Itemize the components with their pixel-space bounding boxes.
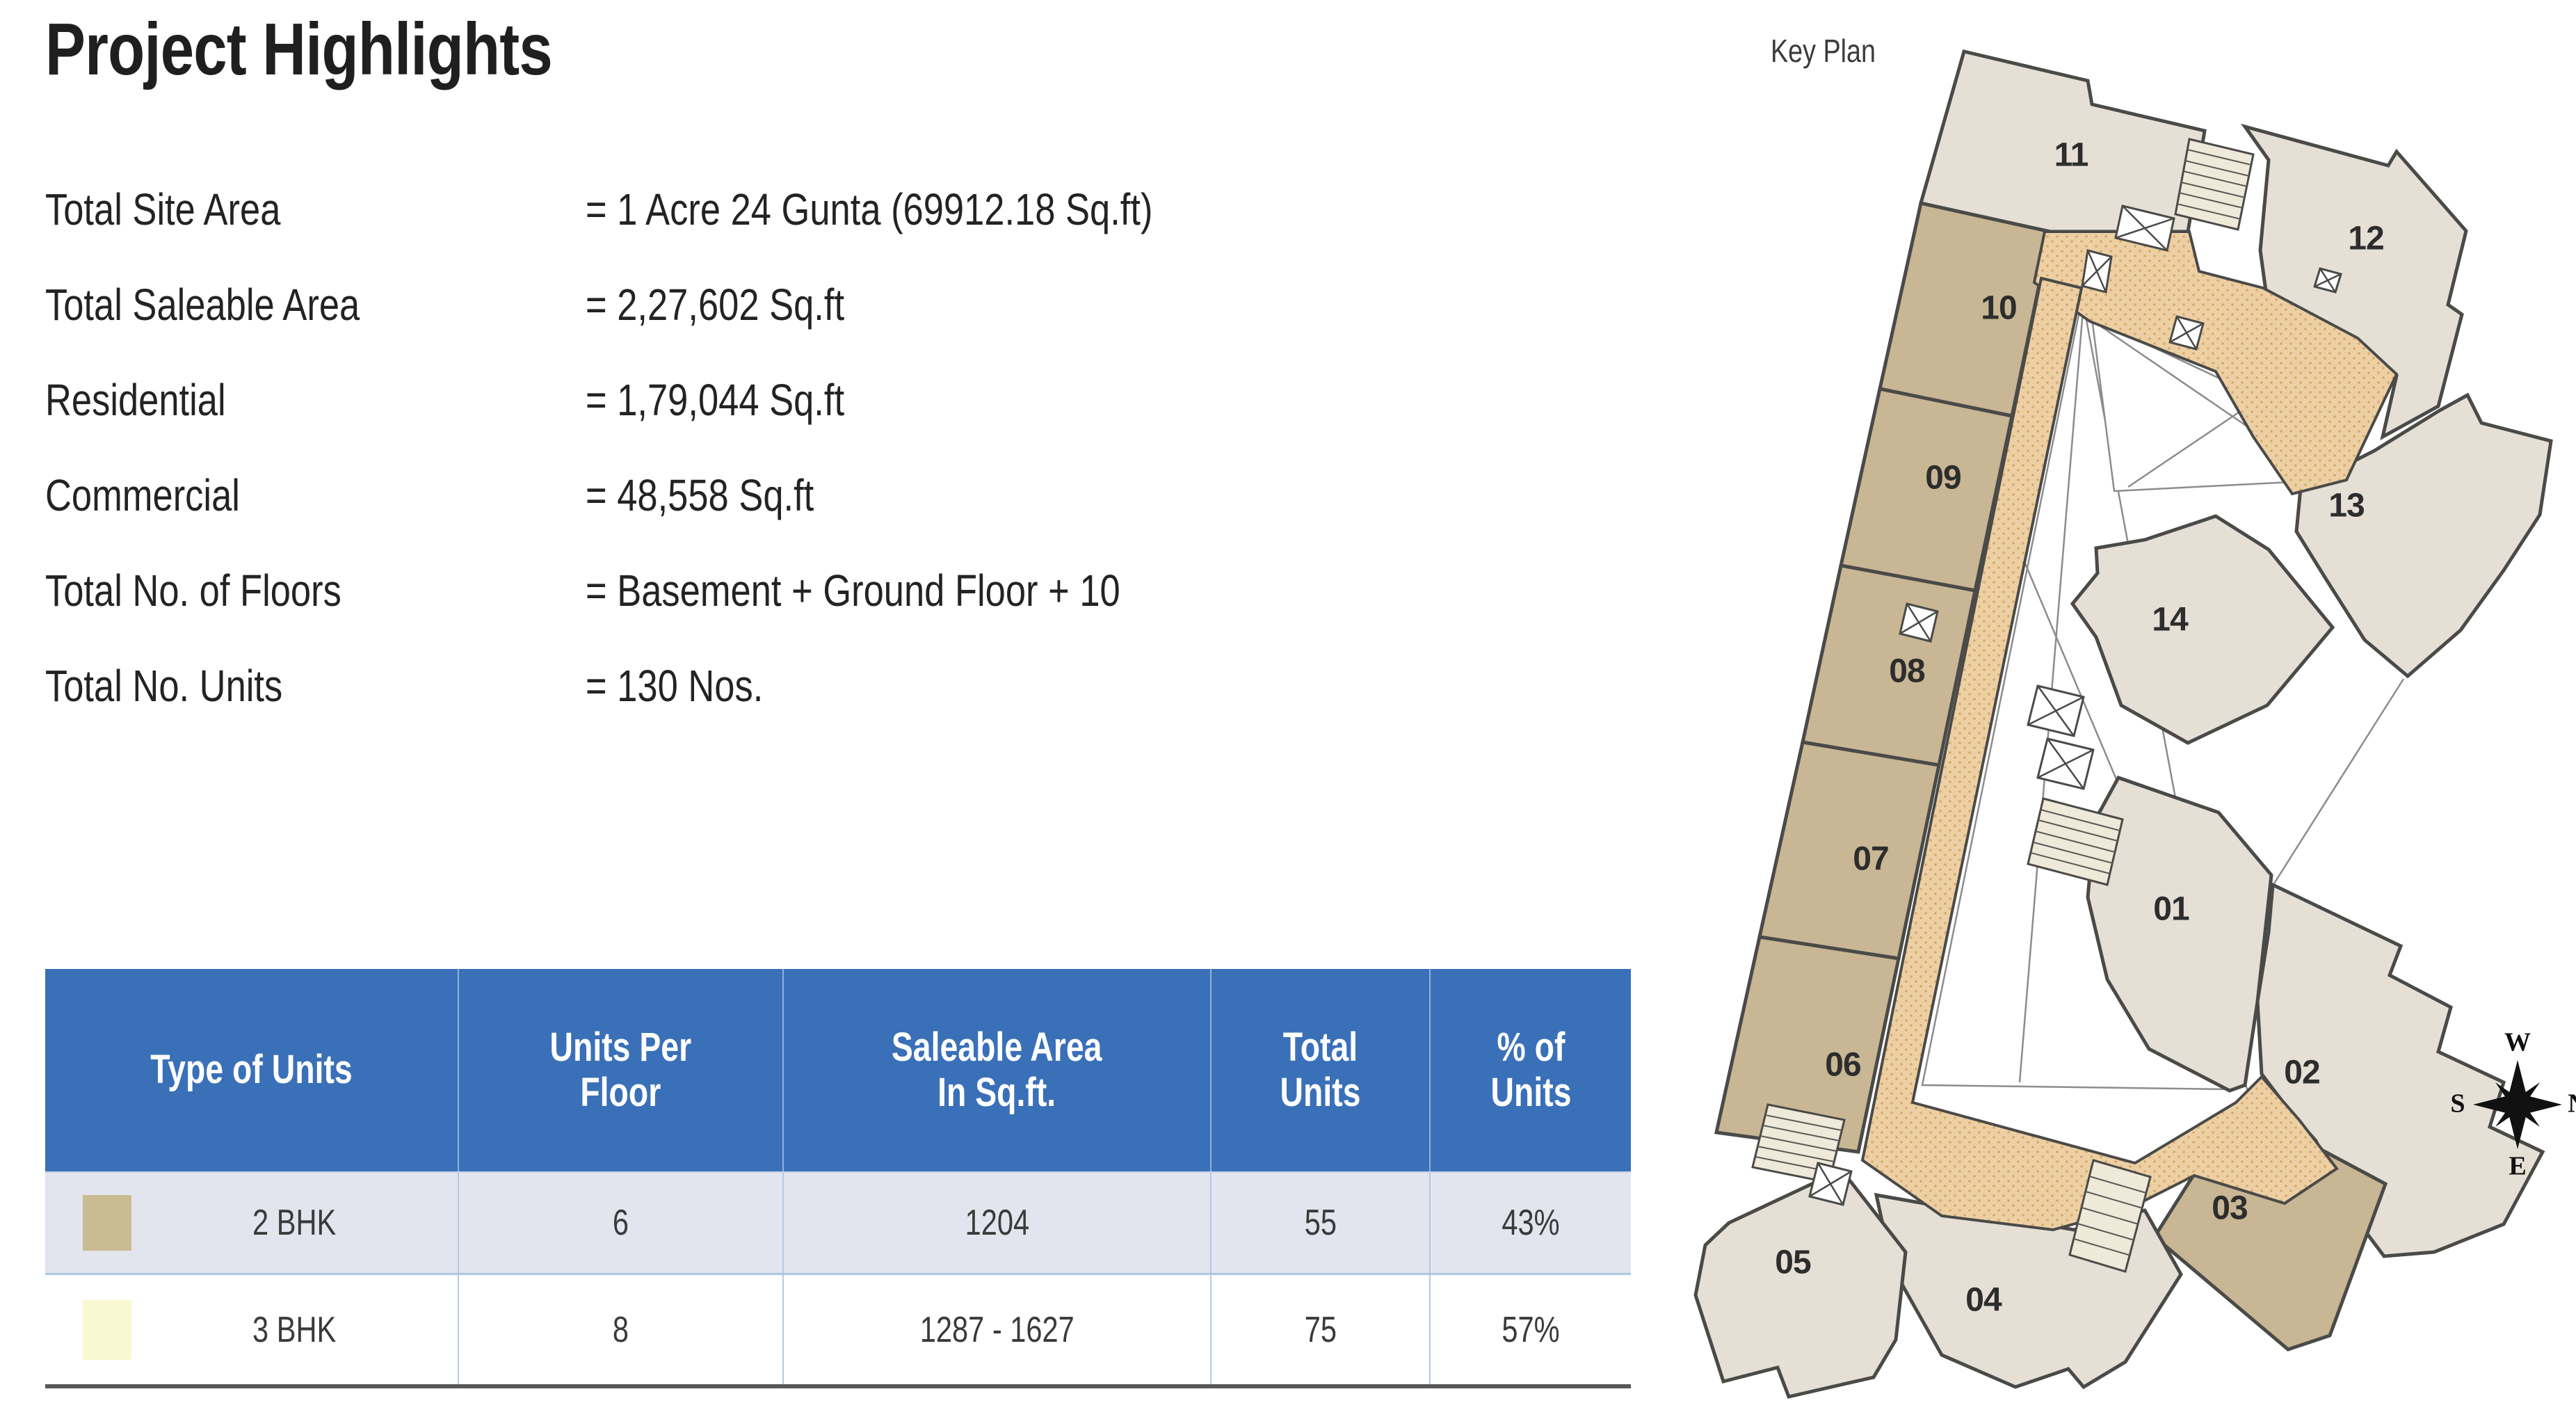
highlight-row-total-units: Total No. Units = 130 Nos. <box>45 638 1638 733</box>
unit-label-02: 02 <box>2284 1055 2319 1091</box>
units-table: Type of Units Units Per Floor Saleable A… <box>45 969 1631 1388</box>
cell-saleable-area: 1204 <box>782 1173 1210 1273</box>
compass-rose: W N E S <box>2450 1028 2576 1181</box>
unit-label-11: 11 <box>2054 137 2088 174</box>
cell-units-per-floor: 6 <box>458 1173 782 1273</box>
cell-percent-units: 57% <box>1429 1275 1631 1384</box>
cell-units-per-floor: 8 <box>458 1275 782 1384</box>
highlight-label: Commercial <box>45 470 240 520</box>
unit-label-13: 13 <box>2328 488 2364 524</box>
highlight-value: = 1,79,044 Sq.ft <box>586 374 845 425</box>
highlight-label: Total Saleable Area <box>45 279 360 330</box>
plan-unit-13 <box>2294 392 2553 679</box>
col-header-units-per-floor: Units Per Floor <box>458 969 782 1171</box>
unit-label-07: 07 <box>1853 841 1888 878</box>
key-plan-title: Key Plan <box>1771 33 1876 69</box>
elevator-icon <box>2081 249 2113 294</box>
cell-saleable-area: 1287 - 1627 <box>782 1275 1210 1384</box>
col-header-type-of-units: Type of Units <box>150 1047 353 1093</box>
highlight-value: = Basement + Ground Floor + 10 <box>586 565 1120 616</box>
unit-label-08: 08 <box>1889 653 1925 690</box>
compass-star-main <box>2473 1060 2562 1149</box>
elevator-icon <box>2036 737 2095 790</box>
plan-unit-12 <box>2240 123 2468 440</box>
highlight-row-floors: Total No. of Floors = Basement + Ground … <box>45 543 1638 638</box>
2bhk-color-swatch <box>83 1195 131 1251</box>
elevator-icon <box>2114 205 2175 252</box>
highlight-value: = 1 Acre 24 Gunta (69912.18 Sq.ft) <box>586 184 1153 234</box>
unit-type-label: 2 BHK <box>252 1203 337 1243</box>
highlight-row-site-area: Total Site Area = 1 Acre 24 Gunta (69912… <box>45 161 1638 257</box>
highlight-value: = 48,558 Sq.ft <box>586 470 814 520</box>
highlight-label: Total No. of Floors <box>45 565 341 616</box>
unit-label-06: 06 <box>1825 1047 1860 1084</box>
highlight-row-residential: Residential = 1,79,044 Sq.ft <box>45 352 1638 447</box>
plan-unit-labels: 01 02 03 04 05 06 07 08 09 10 11 12 13 1… <box>1775 137 2384 1319</box>
cell-total-units: 75 <box>1210 1275 1429 1384</box>
corridor-main <box>1860 276 2339 1232</box>
staircase-icon <box>2027 797 2124 886</box>
staircase-icon <box>2174 138 2255 231</box>
unit-label-01: 01 <box>2153 891 2189 928</box>
unit-label-03: 03 <box>2212 1190 2247 1227</box>
plan-unit-06 <box>1714 935 1901 1154</box>
elevator-icon <box>1899 602 1939 643</box>
highlight-row-saleable-area: Total Saleable Area = 2,27,602 Sq.ft <box>45 257 1638 352</box>
cell-unit-type: 2 BHK <box>45 1173 458 1273</box>
corridor-upper <box>2032 230 2399 496</box>
compass-south-label: S <box>2450 1089 2465 1119</box>
3bhk-color-swatch <box>83 1299 131 1360</box>
plan-unit-05 <box>1693 1167 1908 1399</box>
highlight-value: = 130 Nos. <box>586 660 764 711</box>
plan-stairs <box>1751 138 2255 1273</box>
elevator-icon <box>2313 267 2342 294</box>
elevator-icon <box>1808 1162 1853 1206</box>
compass-east-label: E <box>2509 1152 2526 1181</box>
elevator-icon <box>2027 684 2085 737</box>
project-highlights-list: Total Site Area = 1 Acre 24 Gunta (69912… <box>45 161 1638 733</box>
unit-label-04: 04 <box>1965 1282 2002 1319</box>
plan-corridors <box>1860 230 2399 1232</box>
col-header-saleable-area: Saleable Area In Sq.ft. <box>782 969 1210 1171</box>
cell-percent-units: 43% <box>1429 1173 1631 1273</box>
plan-unit-14 <box>2070 514 2335 745</box>
highlight-label: Total Site Area <box>45 184 281 234</box>
col-header-percent-units: % of Units <box>1429 969 1631 1171</box>
cell-unit-type: 3 BHK <box>45 1275 458 1384</box>
highlight-row-commercial: Commercial = 48,558 Sq.ft <box>45 447 1638 543</box>
unit-label-10: 10 <box>1981 290 2016 327</box>
plan-units <box>1693 49 2553 1399</box>
elevator-icon <box>2168 315 2205 351</box>
key-plan-diagram: 01 02 03 04 05 06 07 08 09 10 11 12 13 1… <box>1693 49 2576 1399</box>
units-table-header: Type of Units Units Per Floor Saleable A… <box>45 969 1631 1171</box>
unit-label-12: 12 <box>2348 221 2383 257</box>
compass-north-label: N <box>2568 1089 2576 1119</box>
table-row-2bhk: 2 BHK 6 1204 55 43% <box>45 1171 1631 1273</box>
table-row-3bhk: 3 BHK 8 1287 - 1627 75 57% <box>45 1273 1631 1384</box>
unit-label-09: 09 <box>1925 460 1961 497</box>
cell-total-units: 55 <box>1210 1173 1429 1273</box>
unit-label-05: 05 <box>1775 1244 1811 1281</box>
highlight-label: Residential <box>45 374 226 425</box>
compass-west-label: W <box>2504 1028 2531 1057</box>
staircase-icon <box>2068 1159 2152 1273</box>
page-title: Project Highlights <box>45 8 553 90</box>
highlight-label: Total No. Units <box>45 660 283 711</box>
plan-elevators <box>1808 205 2342 1206</box>
unit-label-14: 14 <box>2152 602 2189 639</box>
highlight-value: = 2,27,602 Sq.ft <box>586 279 845 330</box>
unit-type-label: 3 BHK <box>252 1309 337 1350</box>
col-header-total-units: Total Units <box>1210 969 1429 1171</box>
